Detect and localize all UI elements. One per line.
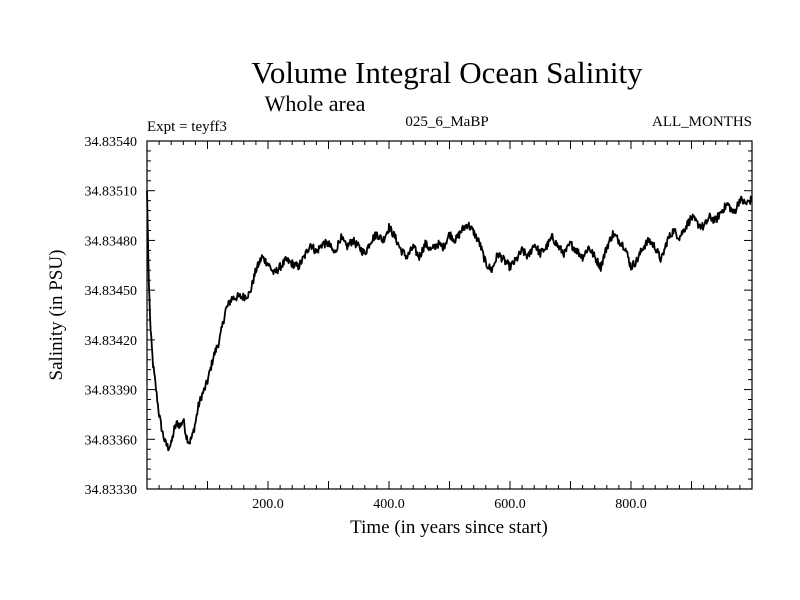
y-tick-label: 34.83450: [85, 284, 138, 299]
y-tick-label: 34.83480: [85, 234, 138, 249]
x-tick-label: 600.0: [494, 497, 526, 512]
x-axis-label: Time (in years since start): [350, 517, 548, 538]
period-label: 025_6_MaBP: [405, 114, 488, 130]
y-tick-label: 34.83330: [85, 483, 138, 498]
y-tick-labels: 34.83330 34.83360 34.83390 34.83420 34.83450…: [85, 135, 138, 498]
experiment-label: Expt = teyff3: [147, 119, 227, 135]
y-tick-label: 34.83510: [85, 185, 138, 200]
x-tick-label: 400.0: [373, 497, 405, 512]
y-tick-label: 34.83360: [85, 433, 138, 448]
chart-title: Volume Integral Ocean Salinity: [251, 55, 643, 90]
x-tick-labels: 200.0 400.0 600.0 800.0: [252, 497, 647, 512]
salinity-series-line: [146, 190, 753, 452]
plot-frame: [146, 140, 753, 490]
y-axis-label: Salinity (in PSU): [46, 250, 67, 381]
months-label: ALL_MONTHS: [652, 114, 752, 130]
chart-subtitle: Whole area: [265, 91, 366, 116]
y-tick-label: 34.83390: [85, 384, 138, 399]
tick-marks: [146, 140, 753, 490]
x-tick-label: 800.0: [615, 497, 647, 512]
x-tick-label: 200.0: [252, 497, 284, 512]
y-tick-label: 34.83420: [85, 334, 138, 349]
y-tick-label: 34.83540: [85, 135, 138, 150]
